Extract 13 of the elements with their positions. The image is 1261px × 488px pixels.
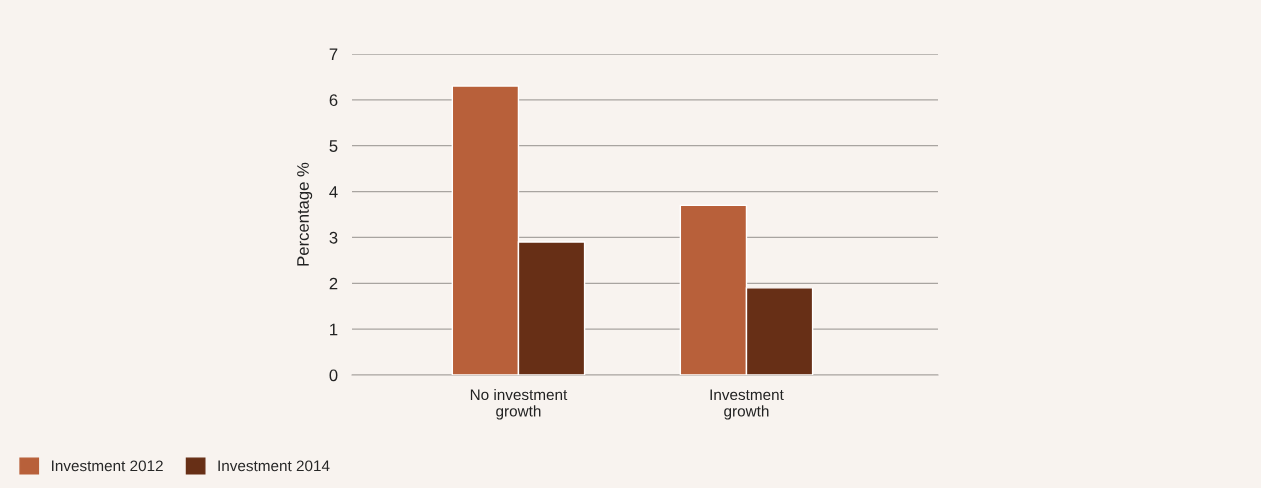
y-tick-label: 1 <box>330 323 338 336</box>
y-tick-label: 4 <box>329 186 338 198</box>
y-axis-title: Percentage % <box>297 162 313 266</box>
x-tick-label: No investment growth <box>470 388 568 420</box>
y-tick-label: 7 <box>329 48 338 61</box>
y-tick-label: 5 <box>329 140 338 152</box>
x-tick-label: Investment growth <box>710 389 784 420</box>
y-tick-label: 0 <box>329 369 338 382</box>
y-tick-label: 2 <box>329 277 338 290</box>
y-tick-label: 3 <box>329 231 338 244</box>
legend-label: Investment 2014 <box>218 460 330 472</box>
legend-label: Investment 2012 <box>52 460 163 472</box>
y-tick-label: 6 <box>329 94 338 107</box>
